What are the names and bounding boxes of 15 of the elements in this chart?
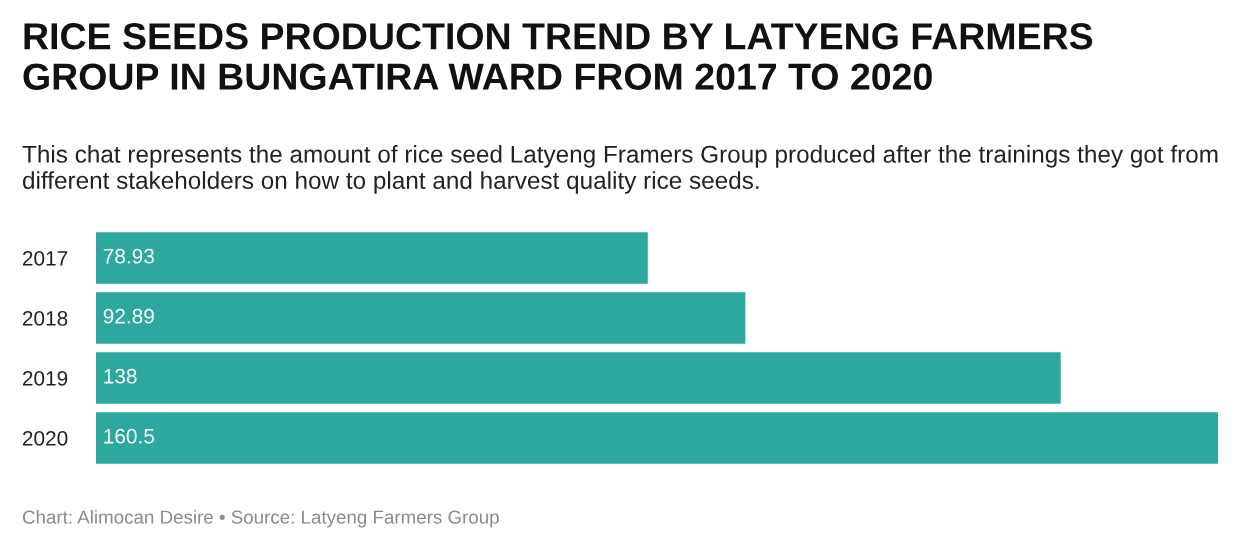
bar xyxy=(96,352,1061,404)
text: Chart: Alimocan Desire • Source: Latyeng Farmers Group xyxy=(22,510,499,528)
bar xyxy=(96,232,648,284)
y-tick-label: 2019 xyxy=(22,371,68,386)
y-tick-label: 2017 xyxy=(22,251,68,266)
bar xyxy=(96,412,1218,464)
bar xyxy=(96,292,746,344)
y-tick-label: 2020 xyxy=(22,431,68,446)
data-label: 138 xyxy=(104,368,137,384)
data-label: 92.89 xyxy=(103,308,154,324)
chart-title: RICE SEEDS PRODUCTION TREND BY LATYENG FARMERS GROUP IN BUNGATIRA WARD FROM 2017 TO 2020 xyxy=(23,22,1093,90)
chart-subtitle: This chat represents the amount of rice seed Latyeng Framers Group produced after the trainings they got from different stakeholders on how to plant and harvest quality rice seeds. xyxy=(22,145,1218,194)
data-label: 78.93 xyxy=(103,248,154,264)
y-tick-label: 2018 xyxy=(22,311,68,326)
data-label: 160.5 xyxy=(104,428,154,444)
